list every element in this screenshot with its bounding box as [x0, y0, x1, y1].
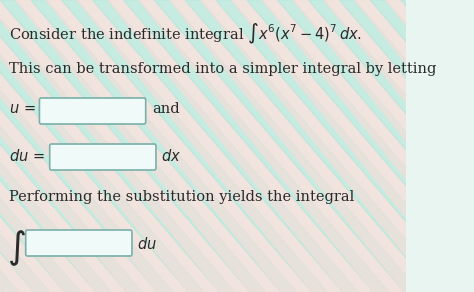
Text: and: and	[153, 102, 180, 116]
Polygon shape	[0, 0, 111, 292]
Polygon shape	[309, 0, 474, 292]
Polygon shape	[139, 0, 404, 292]
Polygon shape	[262, 0, 474, 292]
Polygon shape	[31, 0, 297, 292]
Polygon shape	[0, 0, 50, 292]
Polygon shape	[0, 0, 265, 292]
Polygon shape	[62, 0, 328, 292]
Text: $du\,=$: $du\,=$	[9, 148, 45, 164]
Text: Consider the indefinite integral $\int x^6(x^7-4)^7\,dx.$: Consider the indefinite integral $\int x…	[9, 22, 362, 46]
Polygon shape	[247, 0, 474, 292]
Polygon shape	[92, 0, 358, 292]
Polygon shape	[170, 0, 435, 292]
Polygon shape	[432, 0, 474, 292]
Polygon shape	[0, 0, 81, 292]
Polygon shape	[216, 0, 474, 292]
Polygon shape	[0, 0, 19, 292]
Polygon shape	[201, 0, 466, 292]
Polygon shape	[0, 0, 235, 292]
Polygon shape	[447, 0, 474, 292]
Polygon shape	[0, 0, 3, 292]
Polygon shape	[0, 0, 158, 292]
Polygon shape	[463, 0, 474, 292]
Polygon shape	[0, 0, 34, 292]
Text: $\int$: $\int$	[7, 228, 26, 268]
Text: Performing the substitution yields the integral: Performing the substitution yields the i…	[9, 190, 354, 204]
Polygon shape	[324, 0, 474, 292]
Polygon shape	[401, 0, 474, 292]
Polygon shape	[77, 0, 343, 292]
Polygon shape	[0, 0, 219, 292]
Polygon shape	[123, 0, 389, 292]
Polygon shape	[339, 0, 474, 292]
Text: This can be transformed into a simpler integral by letting: This can be transformed into a simpler i…	[9, 62, 436, 76]
Polygon shape	[293, 0, 474, 292]
FancyBboxPatch shape	[39, 98, 146, 124]
Polygon shape	[16, 0, 281, 292]
Polygon shape	[154, 0, 420, 292]
Polygon shape	[355, 0, 474, 292]
Text: $du$: $du$	[137, 236, 157, 252]
Polygon shape	[0, 0, 127, 292]
Polygon shape	[46, 0, 312, 292]
Polygon shape	[0, 0, 96, 292]
Text: $dx$: $dx$	[161, 148, 181, 164]
Polygon shape	[0, 0, 65, 292]
FancyBboxPatch shape	[50, 144, 156, 170]
Polygon shape	[185, 0, 451, 292]
Polygon shape	[417, 0, 474, 292]
Text: $u\,=$: $u\,=$	[9, 102, 36, 116]
Polygon shape	[0, 0, 204, 292]
Polygon shape	[278, 0, 474, 292]
Polygon shape	[0, 0, 173, 292]
Polygon shape	[0, 0, 250, 292]
Polygon shape	[108, 0, 374, 292]
Polygon shape	[0, 0, 142, 292]
FancyBboxPatch shape	[26, 230, 132, 256]
Polygon shape	[370, 0, 474, 292]
Polygon shape	[386, 0, 474, 292]
Polygon shape	[0, 0, 189, 292]
Polygon shape	[231, 0, 474, 292]
